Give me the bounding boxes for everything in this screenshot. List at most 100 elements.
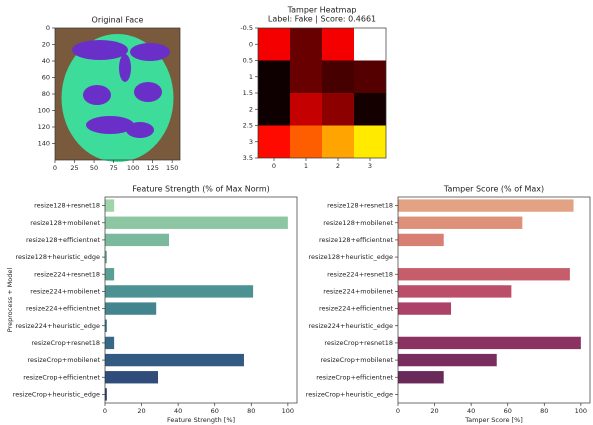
y-tick-label: resize128+heuristic_edge: [15, 253, 100, 261]
y-tick-label: resize128+resnet18: [327, 202, 393, 210]
y-tick-label: resize224+mobilenet: [323, 287, 393, 295]
bar: [398, 302, 451, 314]
y-tick-label: resizeCrop+heuristic_edge: [306, 390, 393, 398]
bar: [105, 217, 288, 229]
heatmap-cell: [322, 61, 354, 94]
x-tick-label: 150: [166, 164, 178, 172]
mask-region: [72, 40, 128, 60]
bar: [105, 199, 114, 211]
x-tick-label: 100: [127, 164, 139, 172]
heatmap-cell: [354, 28, 386, 61]
heatmap-cell: [354, 126, 386, 159]
x-tick-label: 0: [272, 162, 276, 170]
y-axis-label: Preprocess + Model: [6, 268, 14, 333]
mask-region: [134, 82, 162, 102]
x-tick-label: 80: [540, 407, 548, 415]
bar: [105, 302, 156, 314]
y-tick-label: 2.5: [243, 122, 253, 130]
chart-title: Feature Strength (% of Max Norm): [132, 185, 269, 194]
heatmap-cell: [322, 126, 354, 159]
y-tick-label: 140: [38, 140, 50, 148]
y-tick-label: 100: [38, 107, 50, 115]
bar: [105, 354, 244, 366]
bar: [398, 354, 497, 366]
bar: [105, 337, 114, 349]
y-tick-label: resizeCrop+efficientnet: [316, 373, 393, 381]
y-tick-label: resize128+resnet18: [34, 202, 100, 210]
chart-title: Tamper Heatmap: [287, 6, 357, 15]
y-tick-label: 0: [46, 24, 50, 32]
x-tick-label: 0: [103, 407, 107, 415]
x-tick-label: 3: [368, 162, 372, 170]
heatmap-cell: [322, 93, 354, 126]
x-tick-label: 100: [575, 407, 587, 415]
y-tick-label: resizeCrop+efficientnet: [23, 373, 100, 381]
x-tick-label: 0: [53, 164, 57, 172]
bar: [398, 234, 444, 246]
heatmap-cell: [290, 126, 322, 159]
y-tick-label: 0.5: [243, 57, 253, 65]
x-axis-label: Feature Strength [%]: [167, 416, 235, 424]
bar: [398, 371, 444, 383]
bar: [398, 217, 522, 229]
mask-region: [130, 43, 170, 61]
x-tick-label: 60: [211, 407, 219, 415]
y-tick-label: 20: [42, 41, 50, 49]
figure: Original Face025507510012515002040608010…: [0, 0, 593, 425]
y-tick-label: resize128+mobilenet: [323, 219, 393, 227]
x-tick-label: 20: [430, 407, 438, 415]
x-tick-label: 75: [109, 164, 117, 172]
y-tick-label: resizeCrop+resnet18: [31, 339, 100, 347]
y-tick-label: resize224+efficientnet: [26, 305, 100, 313]
x-tick-label: 1: [304, 162, 308, 170]
x-tick-label: 25: [70, 164, 78, 172]
y-tick-label: resize224+mobilenet: [30, 287, 100, 295]
mask-region: [126, 122, 154, 138]
y-tick-label: 80: [42, 90, 50, 98]
mask-region: [119, 54, 131, 82]
x-tick-label: 80: [247, 407, 255, 415]
mask-region: [83, 85, 111, 105]
y-tick-label: resize224+efficientnet: [319, 305, 393, 313]
heatmap-cell: [258, 93, 290, 126]
y-tick-label: resizeCrop+resnet18: [324, 339, 393, 347]
y-tick-label: 1.5: [243, 89, 253, 97]
y-tick-label: 1: [249, 73, 253, 81]
y-tick-label: 120: [38, 123, 50, 131]
heatmap-cell: [322, 28, 354, 61]
bar: [105, 234, 169, 246]
x-tick-label: 40: [174, 407, 182, 415]
y-tick-label: 60: [42, 74, 50, 82]
y-tick-label: resize224+heuristic_edge: [308, 322, 393, 330]
x-axis-label: Tamper Score [%]: [464, 416, 523, 424]
heatmap-cell: [258, 28, 290, 61]
y-tick-label: resize224+heuristic_edge: [15, 322, 100, 330]
y-tick-label: resize128+heuristic_edge: [308, 253, 393, 261]
y-tick-label: resizeCrop+mobilenet: [321, 356, 394, 364]
y-tick-label: 0: [249, 40, 253, 48]
bar: [398, 199, 574, 211]
chart-title: Original Face: [92, 16, 144, 25]
y-tick-label: 2: [249, 105, 253, 113]
x-tick-label: 20: [137, 407, 145, 415]
bar: [105, 285, 253, 297]
x-tick-label: 2: [336, 162, 340, 170]
y-tick-label: resize128+efficientnet: [26, 236, 100, 244]
bar: [105, 371, 158, 383]
y-tick-label: 3: [249, 138, 253, 146]
x-tick-label: 50: [90, 164, 98, 172]
y-tick-label: resize224+resnet18: [327, 270, 393, 278]
bar: [398, 337, 581, 349]
y-tick-label: resize224+resnet18: [34, 270, 100, 278]
heatmap-cell: [354, 93, 386, 126]
x-tick-label: 125: [146, 164, 158, 172]
y-tick-label: -0.5: [240, 24, 253, 32]
bar: [105, 268, 114, 280]
bar: [398, 285, 511, 297]
x-tick-label: 60: [504, 407, 512, 415]
heatmap-cell: [290, 61, 322, 94]
chart-title: Tamper Score (% of Max): [443, 185, 544, 194]
heatmap-cell: [290, 28, 322, 61]
y-tick-label: 3.5: [243, 154, 253, 162]
heatmap-cell: [354, 61, 386, 94]
